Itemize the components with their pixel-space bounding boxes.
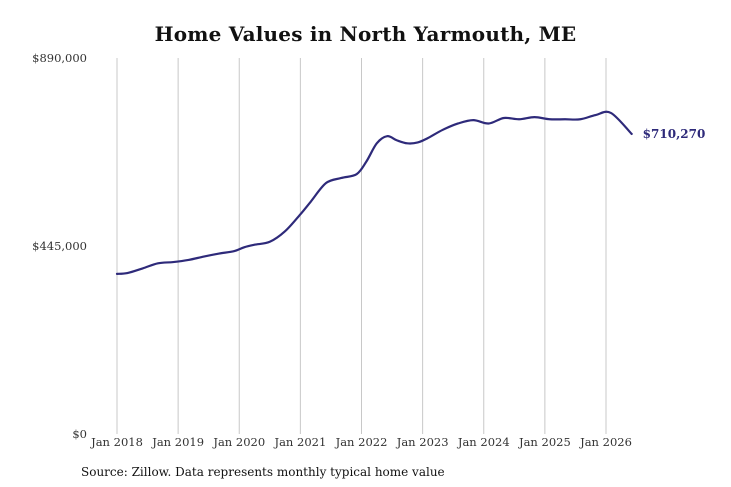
label-layer: $710,270: [643, 127, 706, 141]
x-tick-label: Jan 2021: [273, 435, 326, 449]
source-note: Source: Zillow. Data represents monthly …: [81, 465, 445, 479]
series-line: [115, 110, 633, 275]
y-tick-label: $0: [72, 427, 87, 441]
x-tick-label: Jan 2022: [335, 435, 388, 449]
chart-title: Home Values in North Yarmouth, ME: [154, 22, 577, 46]
x-axis: Jan 2018 Jan 2019 Jan 2020 Jan 2021 Jan 2022…: [90, 435, 632, 449]
x-tick-label: Jan 2026: [579, 435, 632, 449]
x-tick-label: Jan 2024: [457, 435, 510, 449]
y-tick-label: $890,000: [32, 51, 87, 65]
x-tick-label: Jan 2025: [518, 435, 571, 449]
end-value-label: $710,270: [643, 127, 706, 141]
series-layer: [115, 110, 633, 275]
y-tick-label: $445,000: [32, 239, 87, 253]
x-tick-label: Jan 2023: [396, 435, 449, 449]
y-axis: $0 $445,000 $890,000: [32, 51, 87, 441]
x-tick-label: Jan 2019: [151, 435, 204, 449]
grid-layer: [116, 58, 607, 434]
x-tick-label: Jan 2020: [212, 435, 265, 449]
x-tick-label: Jan 2018: [90, 435, 143, 449]
